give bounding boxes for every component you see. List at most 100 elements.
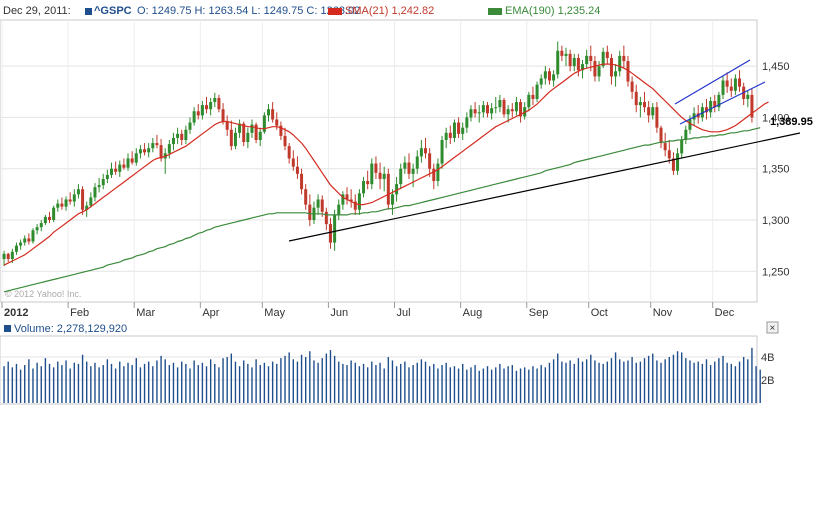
candle [213, 92, 217, 108]
candle [560, 45, 564, 62]
candle [531, 86, 535, 106]
candle [609, 53, 613, 85]
month-tick-label: Jun [330, 307, 348, 319]
month-tick-label: Oct [591, 307, 608, 319]
candle [200, 101, 204, 120]
candle [651, 103, 655, 120]
candle [601, 47, 605, 69]
candle [638, 96, 642, 118]
price-tick-label: 1,400 [762, 112, 790, 124]
candle [43, 214, 47, 226]
candle [506, 105, 510, 123]
candle [676, 148, 680, 175]
candle [167, 140, 171, 159]
candle [407, 153, 411, 179]
candle [465, 112, 469, 133]
sma-swatch [328, 8, 342, 15]
month-tick-label: Sep [529, 307, 549, 319]
candle [725, 72, 729, 93]
header-symbol: ^GSPC [94, 5, 132, 17]
close-icon: × [770, 323, 776, 334]
candle [109, 162, 113, 178]
symbol-swatch [85, 8, 92, 15]
candle [444, 127, 448, 149]
candle [171, 132, 175, 151]
candle [539, 74, 543, 89]
candle [655, 102, 659, 133]
candle [473, 102, 477, 118]
candle [267, 104, 271, 122]
candle [229, 120, 233, 151]
volume-bars-layer [3, 347, 761, 403]
channel-upper-line [674, 59, 751, 105]
candle [535, 81, 539, 103]
candle [2, 250, 6, 267]
candle [93, 183, 97, 202]
candle [490, 103, 494, 120]
candle [225, 115, 229, 136]
candle [126, 153, 130, 171]
candle [341, 191, 345, 210]
candle [105, 169, 109, 184]
candle [147, 143, 151, 158]
candle [390, 189, 394, 215]
candle [626, 55, 630, 87]
candle [733, 74, 737, 95]
candle [436, 158, 440, 187]
candle [738, 70, 742, 92]
candle [48, 211, 52, 224]
candle [39, 220, 43, 232]
candle [386, 168, 390, 210]
volume-tick-2b: 2B [761, 375, 774, 387]
candle [543, 66, 547, 85]
candle [498, 94, 502, 113]
month-tick-label: May [264, 307, 285, 319]
candle [138, 145, 142, 159]
candle [35, 224, 39, 235]
candle [647, 101, 651, 123]
candle [353, 194, 357, 215]
candle [300, 168, 304, 195]
candle [250, 119, 254, 138]
candle [97, 177, 101, 193]
candle [721, 76, 725, 99]
candle [729, 78, 733, 97]
month-tick-label: Dec [715, 307, 735, 319]
candle [68, 192, 72, 205]
candle [452, 119, 456, 143]
watermark: © 2012 Yahoo! Inc. [5, 289, 81, 299]
candle [246, 127, 250, 149]
candles-layer [2, 41, 754, 267]
candle [510, 103, 514, 118]
candle [143, 143, 147, 156]
candle [192, 107, 196, 126]
candle [64, 196, 68, 211]
candle [481, 101, 485, 118]
candle [494, 96, 498, 114]
candle [547, 68, 551, 85]
candle [56, 199, 60, 212]
candle [630, 76, 634, 99]
candle [271, 102, 275, 123]
candle [552, 70, 556, 87]
candle [469, 105, 473, 122]
volume-close-button[interactable]: × [766, 321, 779, 334]
candle [262, 112, 266, 134]
candle [717, 91, 721, 112]
price-tick-label: 1,300 [762, 215, 790, 227]
candle [254, 122, 258, 144]
candle [134, 148, 138, 166]
candle [750, 88, 754, 123]
price-tick-label: 1,450 [762, 61, 790, 73]
candle [151, 137, 155, 153]
candle [419, 140, 423, 163]
candle [287, 143, 291, 164]
candle [370, 158, 374, 190]
candle [448, 125, 452, 145]
candle [180, 129, 184, 146]
candle [188, 117, 192, 134]
candle [622, 45, 626, 69]
channel-lower-line [679, 81, 766, 125]
candle [634, 84, 638, 113]
candle [118, 160, 122, 177]
